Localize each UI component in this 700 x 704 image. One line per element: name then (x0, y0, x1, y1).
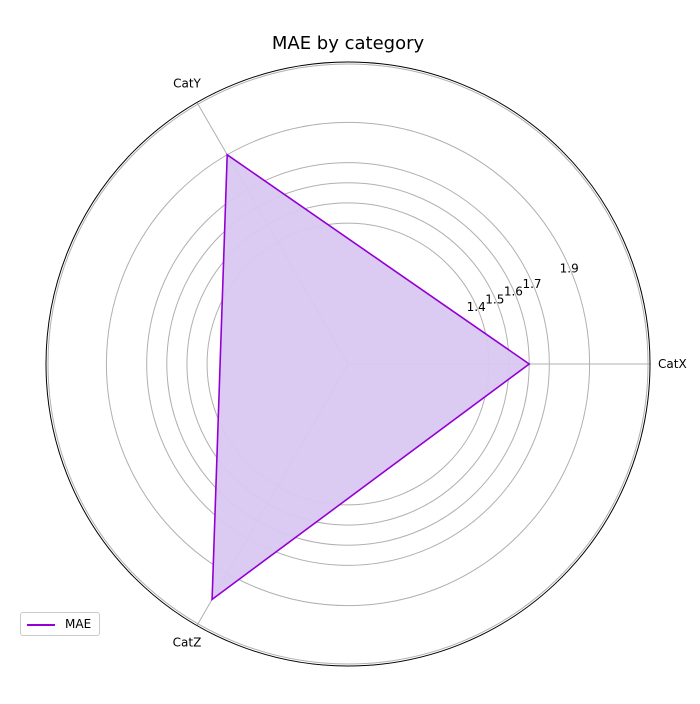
radial-tick-label-1: 1.5 (485, 292, 504, 306)
legend: MAE (20, 612, 100, 636)
category-label-caty: CatY (173, 77, 201, 91)
category-label-catx: CatX (658, 357, 687, 371)
legend-swatch-mae (27, 624, 55, 626)
radial-tick-label-3: 1.7 (522, 277, 541, 291)
series-area-0 (212, 154, 530, 600)
category-label-catz: CatZ (173, 635, 202, 649)
legend-label-mae: MAE (65, 617, 92, 631)
radial-tick-label-4: 1.9 (560, 262, 579, 276)
radial-tick-label-0: 1.4 (467, 300, 486, 314)
chart-title: MAE by category (272, 33, 425, 54)
data-point-catx (528, 363, 530, 365)
series-layer (211, 153, 531, 602)
radial-tick-label-2: 1.6 (504, 285, 523, 299)
data-point-catz (211, 598, 213, 601)
polar-frame (45, 61, 651, 667)
series-line-0 (211, 153, 531, 602)
data-point-caty (226, 153, 228, 156)
label-layer: CatX CatY CatZ 1.41.51.61.7 1.9 (173, 77, 687, 650)
